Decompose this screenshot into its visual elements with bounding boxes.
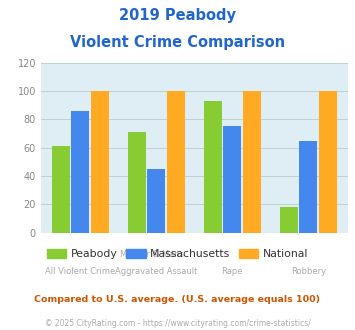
Bar [166, 91, 185, 233]
Bar [71, 111, 89, 233]
Legend: Peabody, Massachusetts, National: Peabody, Massachusetts, National [43, 244, 312, 264]
Bar [52, 146, 70, 233]
Bar [242, 91, 261, 233]
Bar [204, 101, 222, 233]
Text: Aggravated Assault: Aggravated Assault [115, 267, 197, 276]
Text: Compared to U.S. average. (U.S. average equals 100): Compared to U.S. average. (U.S. average … [34, 295, 321, 304]
Text: © 2025 CityRating.com - https://www.cityrating.com/crime-statistics/: © 2025 CityRating.com - https://www.city… [45, 319, 310, 328]
Bar [91, 91, 109, 233]
Text: 2019 Peabody: 2019 Peabody [119, 8, 236, 23]
Bar [299, 141, 317, 233]
Bar [319, 91, 337, 233]
Text: All Violent Crime: All Violent Crime [45, 267, 115, 276]
Bar [280, 207, 298, 233]
Bar [128, 132, 146, 233]
Text: Rape: Rape [222, 267, 243, 276]
Text: Robbery: Robbery [291, 267, 326, 276]
Text: Violent Crime Comparison: Violent Crime Comparison [70, 35, 285, 50]
Text: Murder & Mans...: Murder & Mans... [120, 250, 192, 259]
Bar [223, 126, 241, 233]
Bar [147, 169, 165, 233]
